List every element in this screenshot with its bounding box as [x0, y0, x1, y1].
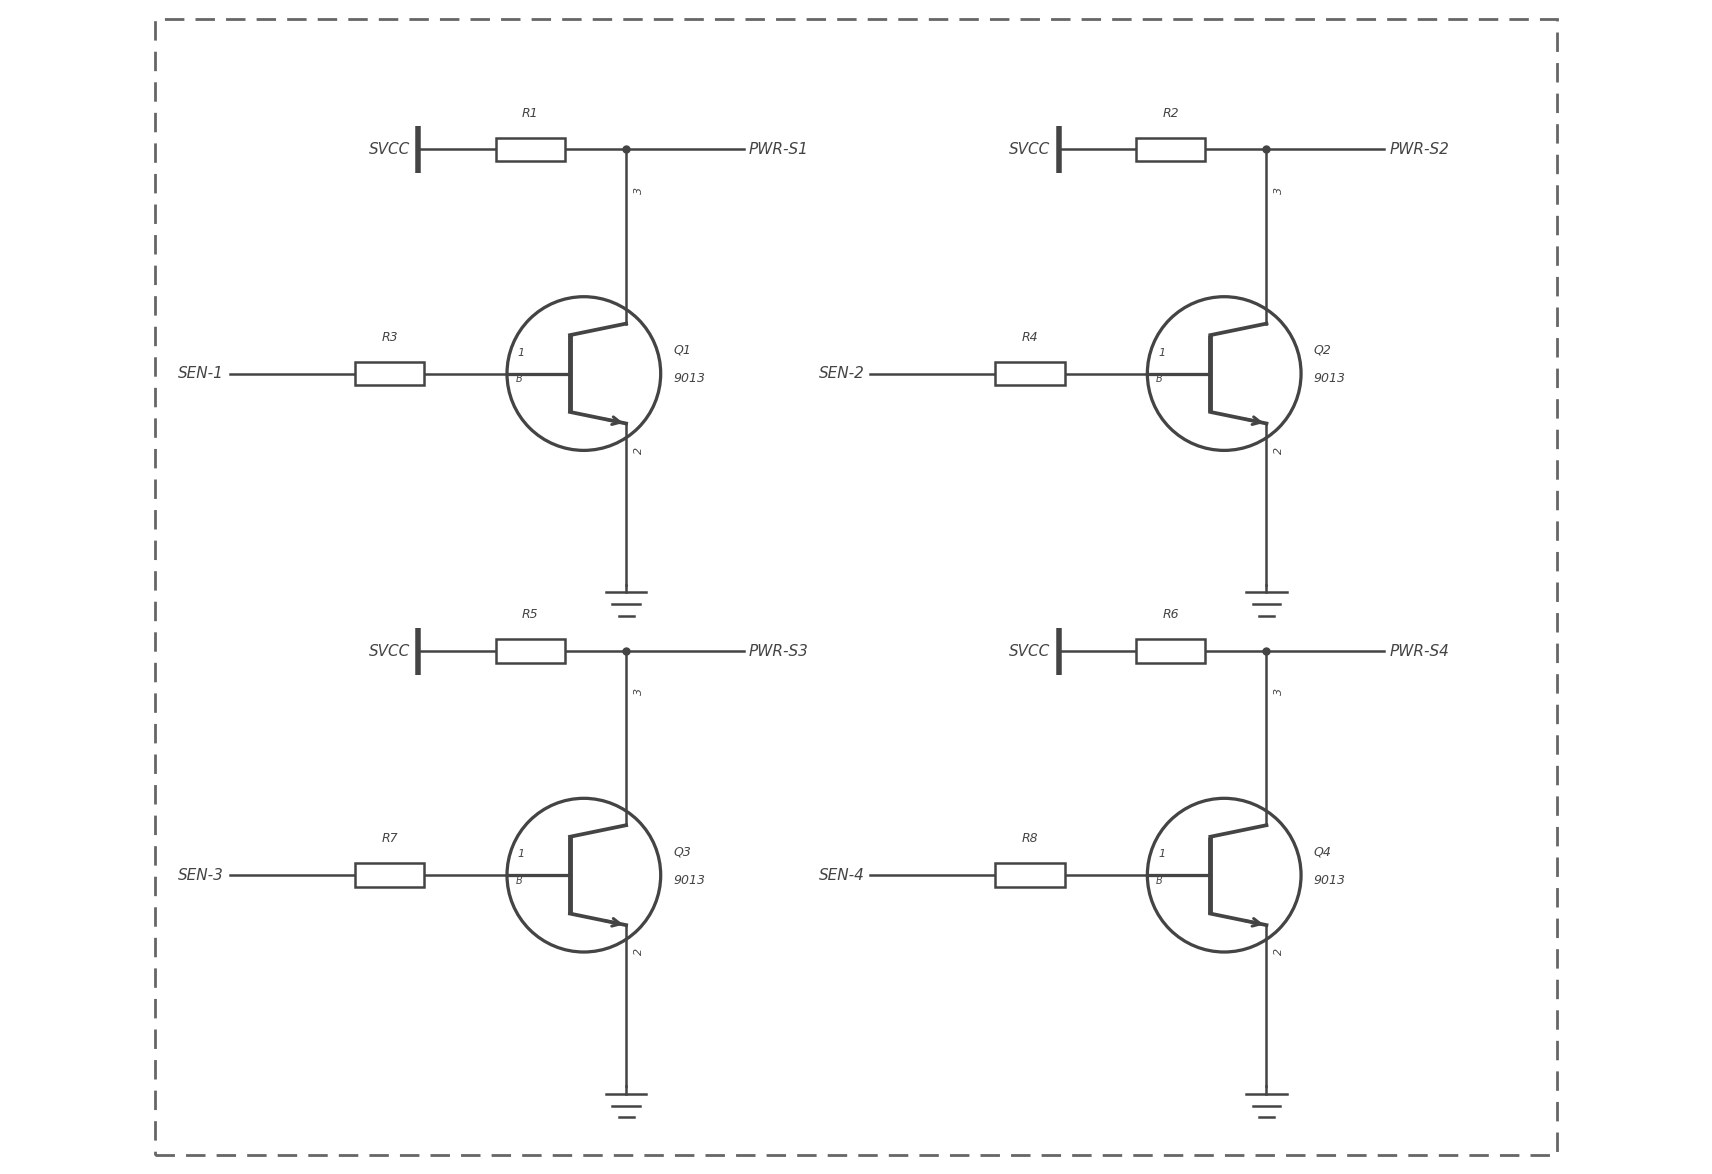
- Text: 3: 3: [1274, 187, 1284, 194]
- FancyBboxPatch shape: [1137, 640, 1205, 663]
- Text: Q2: Q2: [1313, 344, 1332, 357]
- Text: R6: R6: [1162, 608, 1180, 621]
- Text: 9013: 9013: [673, 873, 705, 888]
- FancyBboxPatch shape: [354, 362, 425, 385]
- Text: 2: 2: [1274, 446, 1284, 453]
- Text: SVCC: SVCC: [1008, 142, 1049, 157]
- Text: 2: 2: [633, 949, 644, 956]
- Text: 1: 1: [517, 348, 526, 358]
- Text: PWR-S1: PWR-S1: [748, 142, 808, 157]
- Text: SEN-1: SEN-1: [178, 366, 224, 382]
- Text: Q1: Q1: [673, 344, 692, 357]
- Text: PWR-S2: PWR-S2: [1388, 142, 1448, 157]
- Text: 1: 1: [1157, 348, 1166, 358]
- Text: Q4: Q4: [1313, 845, 1332, 858]
- Text: R1: R1: [522, 107, 539, 120]
- Text: R8: R8: [1022, 832, 1037, 845]
- FancyBboxPatch shape: [495, 640, 565, 663]
- Text: 3: 3: [633, 187, 644, 194]
- Text: R2: R2: [1162, 107, 1180, 120]
- FancyBboxPatch shape: [995, 863, 1065, 886]
- Text: 9013: 9013: [1313, 372, 1346, 385]
- Text: 1: 1: [517, 849, 526, 859]
- Text: 1: 1: [1157, 849, 1166, 859]
- Text: R4: R4: [1022, 331, 1037, 344]
- FancyBboxPatch shape: [1137, 137, 1205, 161]
- Text: SVCC: SVCC: [368, 643, 409, 659]
- FancyBboxPatch shape: [495, 137, 565, 161]
- Text: SEN-3: SEN-3: [178, 868, 224, 883]
- Text: R3: R3: [382, 331, 397, 344]
- Text: 2: 2: [1274, 949, 1284, 956]
- Text: B: B: [515, 876, 522, 885]
- Text: 3: 3: [1274, 688, 1284, 695]
- Text: R5: R5: [522, 608, 539, 621]
- Text: SVCC: SVCC: [368, 142, 409, 157]
- Text: 9013: 9013: [1313, 873, 1346, 888]
- Text: Q3: Q3: [673, 845, 692, 858]
- Text: R7: R7: [382, 832, 397, 845]
- Text: 3: 3: [633, 688, 644, 695]
- Text: PWR-S4: PWR-S4: [1388, 643, 1448, 659]
- Text: SVCC: SVCC: [1008, 643, 1049, 659]
- FancyBboxPatch shape: [354, 863, 425, 886]
- FancyBboxPatch shape: [995, 362, 1065, 385]
- Text: B: B: [1156, 876, 1162, 885]
- Text: B: B: [1156, 373, 1162, 384]
- Text: SEN-4: SEN-4: [818, 868, 865, 883]
- Text: 2: 2: [633, 446, 644, 453]
- Text: SEN-2: SEN-2: [818, 366, 865, 382]
- Text: B: B: [515, 373, 522, 384]
- Text: 9013: 9013: [673, 372, 705, 385]
- Text: PWR-S3: PWR-S3: [748, 643, 808, 659]
